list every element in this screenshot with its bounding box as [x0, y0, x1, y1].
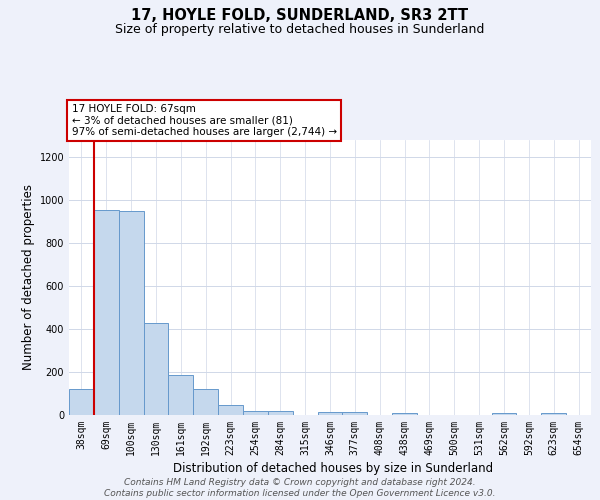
Bar [218, 406, 243, 415]
Bar [169, 376, 193, 415]
Bar [143, 323, 169, 415]
Bar [268, 410, 293, 415]
Bar [69, 389, 94, 415]
Bar [392, 413, 417, 415]
Bar [193, 389, 218, 415]
Text: 17 HOYLE FOLD: 67sqm
← 3% of detached houses are smaller (81)
97% of semi-detach: 17 HOYLE FOLD: 67sqm ← 3% of detached ho… [71, 104, 337, 137]
Bar [541, 413, 566, 415]
Bar [119, 212, 143, 415]
Bar [491, 413, 517, 415]
Bar [94, 210, 119, 415]
Bar [317, 412, 343, 415]
Text: Distribution of detached houses by size in Sunderland: Distribution of detached houses by size … [173, 462, 493, 475]
Text: Contains HM Land Registry data © Crown copyright and database right 2024.
Contai: Contains HM Land Registry data © Crown c… [104, 478, 496, 498]
Y-axis label: Number of detached properties: Number of detached properties [22, 184, 35, 370]
Bar [243, 410, 268, 415]
Text: Size of property relative to detached houses in Sunderland: Size of property relative to detached ho… [115, 24, 485, 36]
Bar [343, 412, 367, 415]
Text: 17, HOYLE FOLD, SUNDERLAND, SR3 2TT: 17, HOYLE FOLD, SUNDERLAND, SR3 2TT [131, 8, 469, 22]
